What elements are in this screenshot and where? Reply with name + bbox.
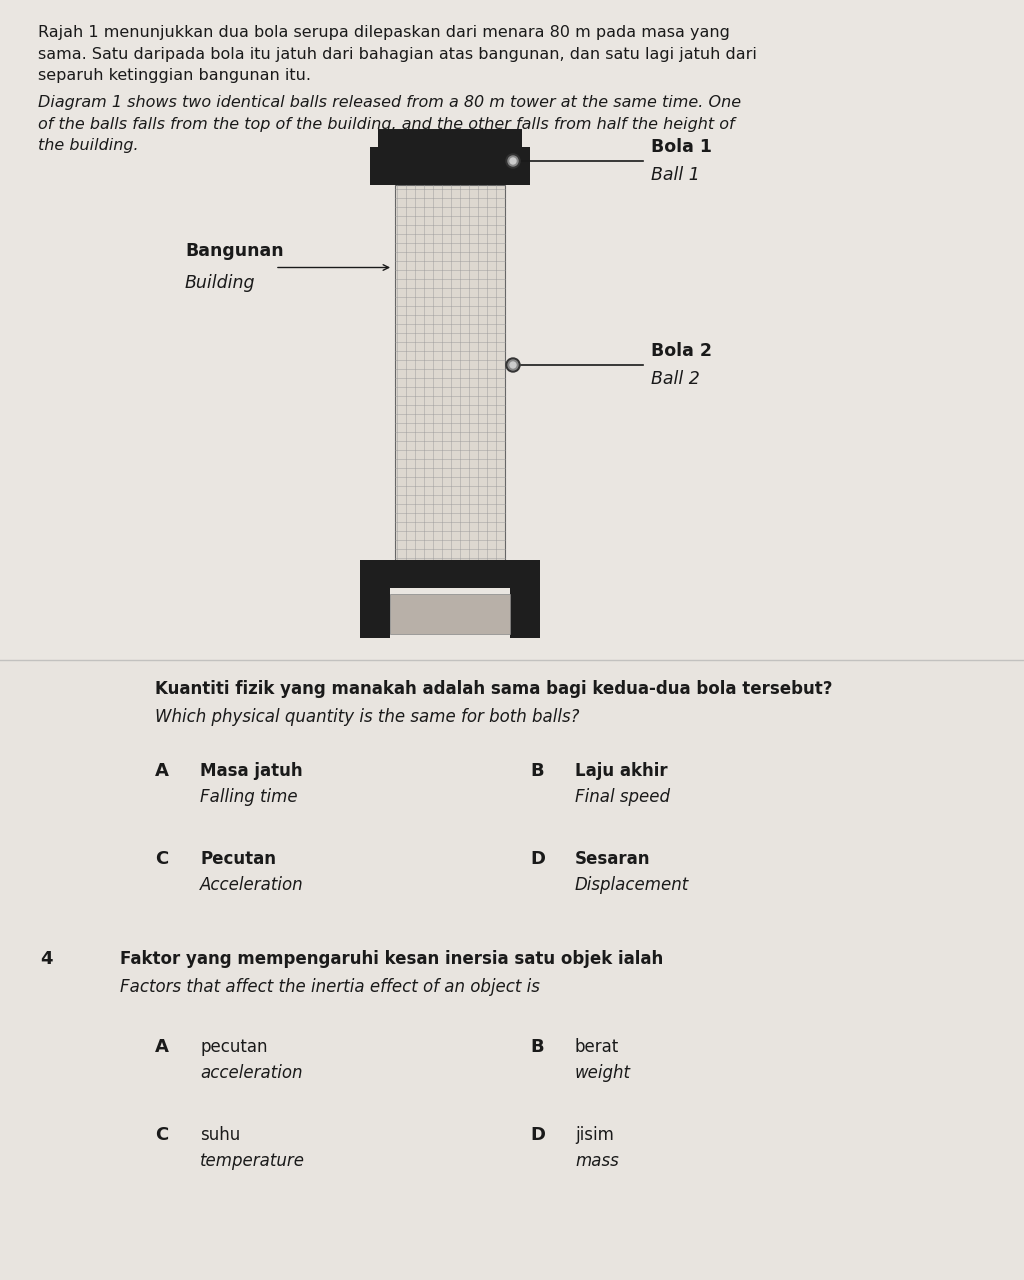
Bar bbox=[378, 129, 522, 147]
Text: Ball 1: Ball 1 bbox=[651, 166, 699, 184]
Text: pecutan: pecutan bbox=[200, 1038, 267, 1056]
Text: acceleration: acceleration bbox=[200, 1064, 302, 1082]
Text: Laju akhir: Laju akhir bbox=[575, 762, 668, 780]
Bar bbox=[390, 594, 510, 634]
Text: suhu: suhu bbox=[200, 1126, 241, 1144]
Bar bbox=[0, 660, 1024, 1280]
Bar bbox=[510, 588, 540, 637]
Text: Kuantiti fizik yang manakah adalah sama bagi kedua-dua bola tersebut?: Kuantiti fizik yang manakah adalah sama … bbox=[155, 680, 833, 698]
Text: Pecutan: Pecutan bbox=[200, 850, 276, 868]
Text: Ball 2: Ball 2 bbox=[651, 370, 699, 388]
Text: berat: berat bbox=[575, 1038, 620, 1056]
Text: Building: Building bbox=[185, 274, 256, 293]
Text: Which physical quantity is the same for both balls?: Which physical quantity is the same for … bbox=[155, 708, 580, 726]
Text: Bola 1: Bola 1 bbox=[651, 138, 712, 156]
Text: Final speed: Final speed bbox=[575, 788, 670, 806]
Bar bbox=[0, 0, 1024, 660]
Text: B: B bbox=[530, 1038, 544, 1056]
Text: jisim: jisim bbox=[575, 1126, 613, 1144]
Text: Bangunan: Bangunan bbox=[185, 242, 284, 261]
Text: mass: mass bbox=[575, 1152, 618, 1170]
Text: C: C bbox=[155, 1126, 168, 1144]
Text: Acceleration: Acceleration bbox=[200, 876, 304, 893]
Circle shape bbox=[508, 360, 518, 370]
Text: C: C bbox=[155, 850, 168, 868]
Text: A: A bbox=[155, 762, 169, 780]
Text: A: A bbox=[155, 1038, 169, 1056]
Bar bbox=[360, 588, 390, 637]
Text: Diagram 1 shows two identical balls released from a 80 m tower at the same time.: Diagram 1 shows two identical balls rele… bbox=[38, 95, 741, 154]
Text: Masa jatuh: Masa jatuh bbox=[200, 762, 303, 780]
Circle shape bbox=[510, 362, 516, 369]
Circle shape bbox=[506, 154, 520, 168]
Bar bbox=[395, 186, 505, 561]
Text: Displacement: Displacement bbox=[575, 876, 689, 893]
Text: Falling time: Falling time bbox=[200, 788, 298, 806]
Text: D: D bbox=[530, 1126, 545, 1144]
Text: Factors that affect the inertia effect of an object is: Factors that affect the inertia effect o… bbox=[120, 978, 540, 996]
Text: temperature: temperature bbox=[200, 1152, 305, 1170]
Bar bbox=[360, 561, 540, 588]
Text: D: D bbox=[530, 850, 545, 868]
Text: Faktor yang mempengaruhi kesan inersia satu objek ialah: Faktor yang mempengaruhi kesan inersia s… bbox=[120, 950, 664, 968]
Text: weight: weight bbox=[575, 1064, 631, 1082]
Text: Rajah 1 menunjukkan dua bola serupa dilepaskan dari menara 80 m pada masa yang
s: Rajah 1 menunjukkan dua bola serupa dile… bbox=[38, 26, 757, 83]
Bar bbox=[370, 147, 530, 186]
Text: Sesaran: Sesaran bbox=[575, 850, 650, 868]
Circle shape bbox=[506, 358, 520, 372]
Circle shape bbox=[510, 157, 516, 164]
Circle shape bbox=[508, 156, 518, 166]
Text: B: B bbox=[530, 762, 544, 780]
Text: Bola 2: Bola 2 bbox=[651, 342, 712, 360]
Text: 4: 4 bbox=[40, 950, 52, 968]
